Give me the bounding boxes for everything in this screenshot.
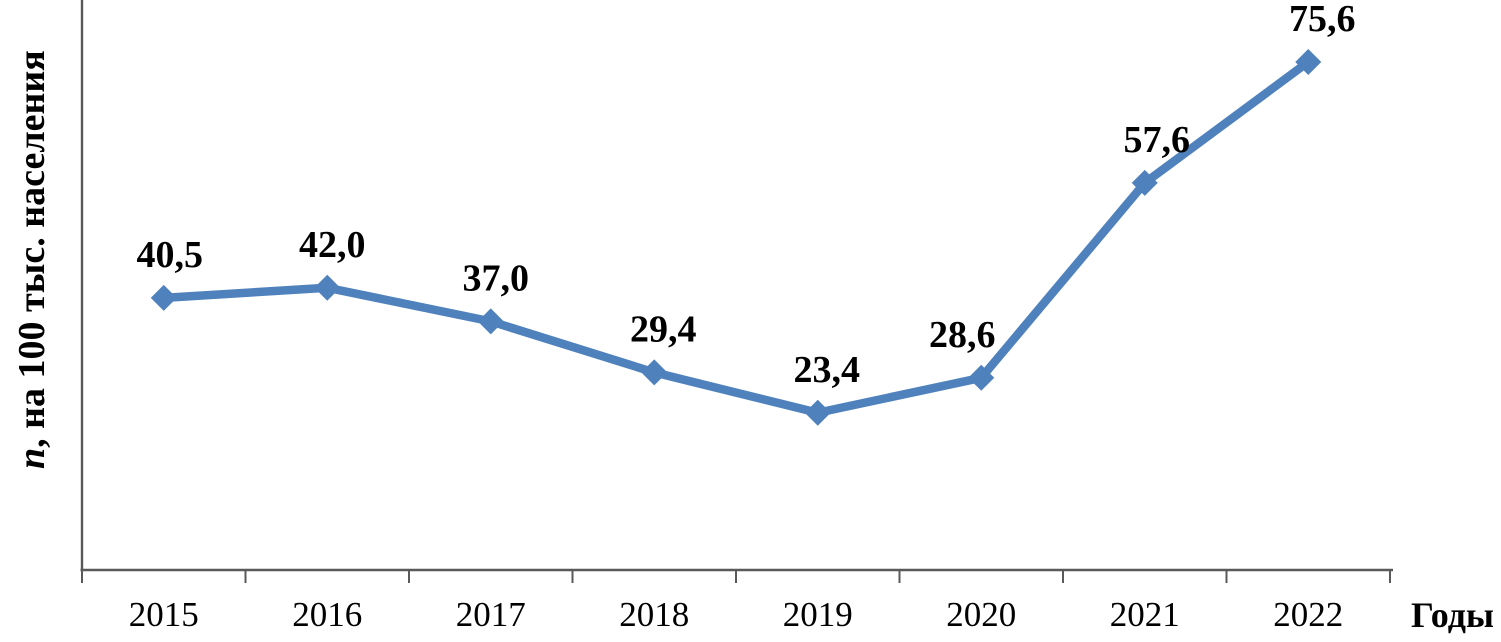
data-label-2019: 23,4	[794, 349, 861, 391]
data-label-2015: 40,5	[137, 234, 204, 276]
data-label-2016: 42,0	[299, 224, 366, 266]
data-label-2020: 28,6	[929, 314, 996, 356]
x-tick-label-2019: 2019	[783, 595, 853, 634]
data-point-2015	[150, 284, 177, 311]
data-label-2018: 29,4	[630, 308, 697, 350]
data-point-2020	[968, 364, 995, 391]
data-point-2021	[1131, 169, 1158, 196]
data-point-2018	[641, 359, 668, 386]
data-series-line	[159, 57, 1313, 418]
data-label-2022: 75,6	[1289, 0, 1356, 40]
data-label-2017: 37,0	[463, 257, 530, 299]
x-axis-title: Годы	[1411, 595, 1495, 635]
x-tick-label-2018: 2018	[619, 595, 689, 634]
data-label-2021: 57,6	[1124, 119, 1191, 161]
x-tick-label-2016: 2016	[292, 595, 362, 634]
x-tick-label-2021: 2021	[1110, 595, 1180, 634]
data-point-2019	[804, 399, 831, 426]
x-tick-label-2020: 2020	[946, 595, 1016, 634]
x-tick-label-2017: 2017	[456, 595, 526, 634]
data-point-2017	[477, 308, 504, 335]
x-tick-label-2022: 2022	[1273, 595, 1343, 634]
data-point-2022	[1295, 48, 1322, 75]
x-tick-label-2015: 2015	[129, 595, 199, 634]
data-point-2016	[314, 274, 341, 301]
